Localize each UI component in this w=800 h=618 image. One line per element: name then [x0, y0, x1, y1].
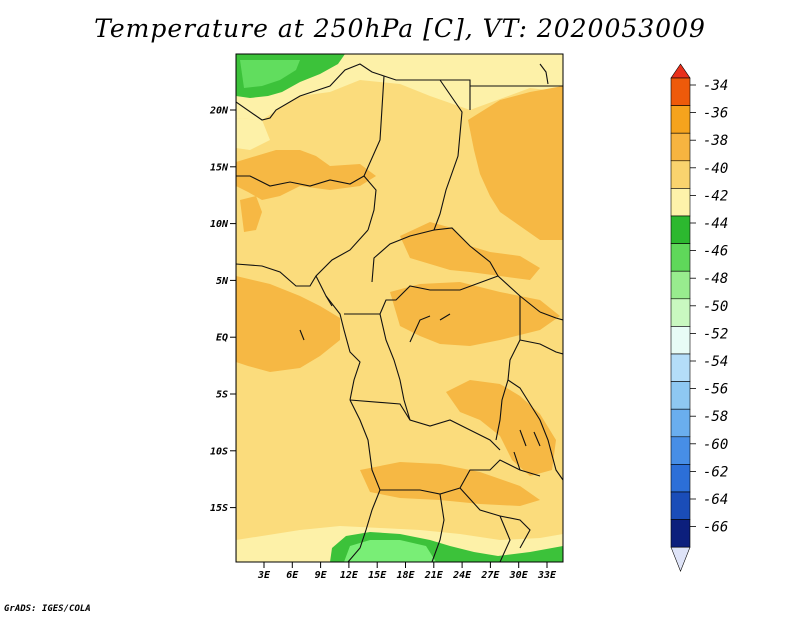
warm-patch-sahel-west: [236, 150, 376, 200]
colorbar-swatch: [670, 381, 691, 410]
colorbar-label: -34: [703, 78, 728, 94]
warm-patch-east-lakes: [446, 380, 556, 476]
colorbar-swatch: [670, 298, 691, 327]
colorbar-swatch: [670, 77, 691, 106]
warm-patch-central: [400, 222, 540, 280]
country-borders: [236, 63, 563, 562]
colorbar-label: -36: [703, 106, 728, 122]
chart-title: Temperature at 250hPa [C], VT: 202005300…: [94, 14, 706, 43]
lon-label: 18E: [396, 570, 415, 581]
colorbar-label: -38: [703, 133, 728, 149]
map-frame: [235, 53, 564, 563]
lat-label: 10S: [210, 446, 228, 457]
colorbar-label: -52: [703, 326, 728, 342]
lat-label: 15N: [210, 162, 229, 173]
colorbar-label: -54: [703, 354, 728, 370]
lon-label: 33E: [537, 570, 557, 581]
colorbar-swatch: [670, 132, 691, 162]
colorbar-label: -62: [703, 464, 728, 480]
warm-patch-south: [360, 462, 540, 506]
pale-field-northwest: [236, 118, 270, 150]
colorbar-swatch: [670, 105, 691, 134]
warm-patch-gulf: [236, 276, 340, 372]
colorbar-swatch: [670, 491, 691, 520]
lon-label: 6E: [286, 570, 299, 581]
lon-label: 9E: [315, 570, 328, 581]
lat-label: 5N: [216, 276, 229, 287]
colorbar-label: -56: [703, 382, 728, 398]
lon-label: 30E: [509, 570, 529, 581]
colorbar-label: -48: [703, 271, 728, 287]
colorbar-swatch: [670, 160, 691, 189]
colorbar-swatch: [670, 270, 691, 300]
colorbar-swatch: [670, 519, 691, 548]
warm-patch-west-small: [240, 196, 262, 232]
lon-label: 12E: [340, 570, 359, 581]
colorbar-swatch: [670, 215, 691, 244]
cold-patch-south-light: [344, 540, 436, 562]
colorbar-swatch: [670, 188, 691, 217]
map-plot-area: [236, 54, 563, 562]
lon-label: 3E: [257, 570, 271, 581]
lat-label: 20N: [209, 106, 229, 117]
colorbar-label: -40: [703, 161, 728, 177]
colorbar-swatch: [670, 326, 691, 355]
colorbar-label: -50: [703, 299, 728, 315]
lat-label: 15S: [210, 503, 228, 514]
colorbar-label: -46: [703, 244, 728, 260]
cold-patch-northwest-light: [240, 60, 300, 88]
lon-label: 27E: [480, 570, 500, 581]
colorbar-label: -66: [703, 520, 728, 536]
lon-label: 15E: [368, 570, 387, 581]
colorbar-bottom-arrow: [670, 546, 691, 573]
colorbar-swatch: [670, 408, 691, 438]
lat-label: 10N: [210, 219, 229, 230]
warm-patch-northeast: [468, 86, 563, 240]
colorbar-swatch: [670, 436, 691, 465]
warm-patch-congo: [390, 282, 560, 346]
lat-label: EQ: [216, 333, 228, 344]
colorbar-swatch: [670, 464, 691, 493]
colorbar-label: -58: [703, 409, 728, 425]
colorbar-swatch: [670, 243, 691, 272]
lon-label: 24E: [452, 570, 472, 581]
lon-label: 21E: [424, 570, 444, 581]
colorbar-label: -60: [703, 437, 728, 453]
colorbar-swatch: [670, 353, 691, 382]
lat-label: 5S: [216, 390, 228, 401]
axis-ticks: 20N 15N 10N 5N EQ 5S 10S 15S 3E 6E 9E 12E 15E 18E 21E 2…: [209, 106, 557, 582]
colorbar-top-arrow: [670, 63, 691, 79]
colorbar-label: -64: [703, 492, 728, 508]
colorbar-label: -44: [703, 216, 728, 232]
grads-credit: GrADS: IGES/COLA: [4, 604, 91, 614]
colorbar-legend: -34 -36 -38 -40 -42 -44 -46 -48 -50 -52 -54 -56 -58 -…: [670, 63, 728, 573]
colorbar-label: -42: [703, 188, 728, 204]
